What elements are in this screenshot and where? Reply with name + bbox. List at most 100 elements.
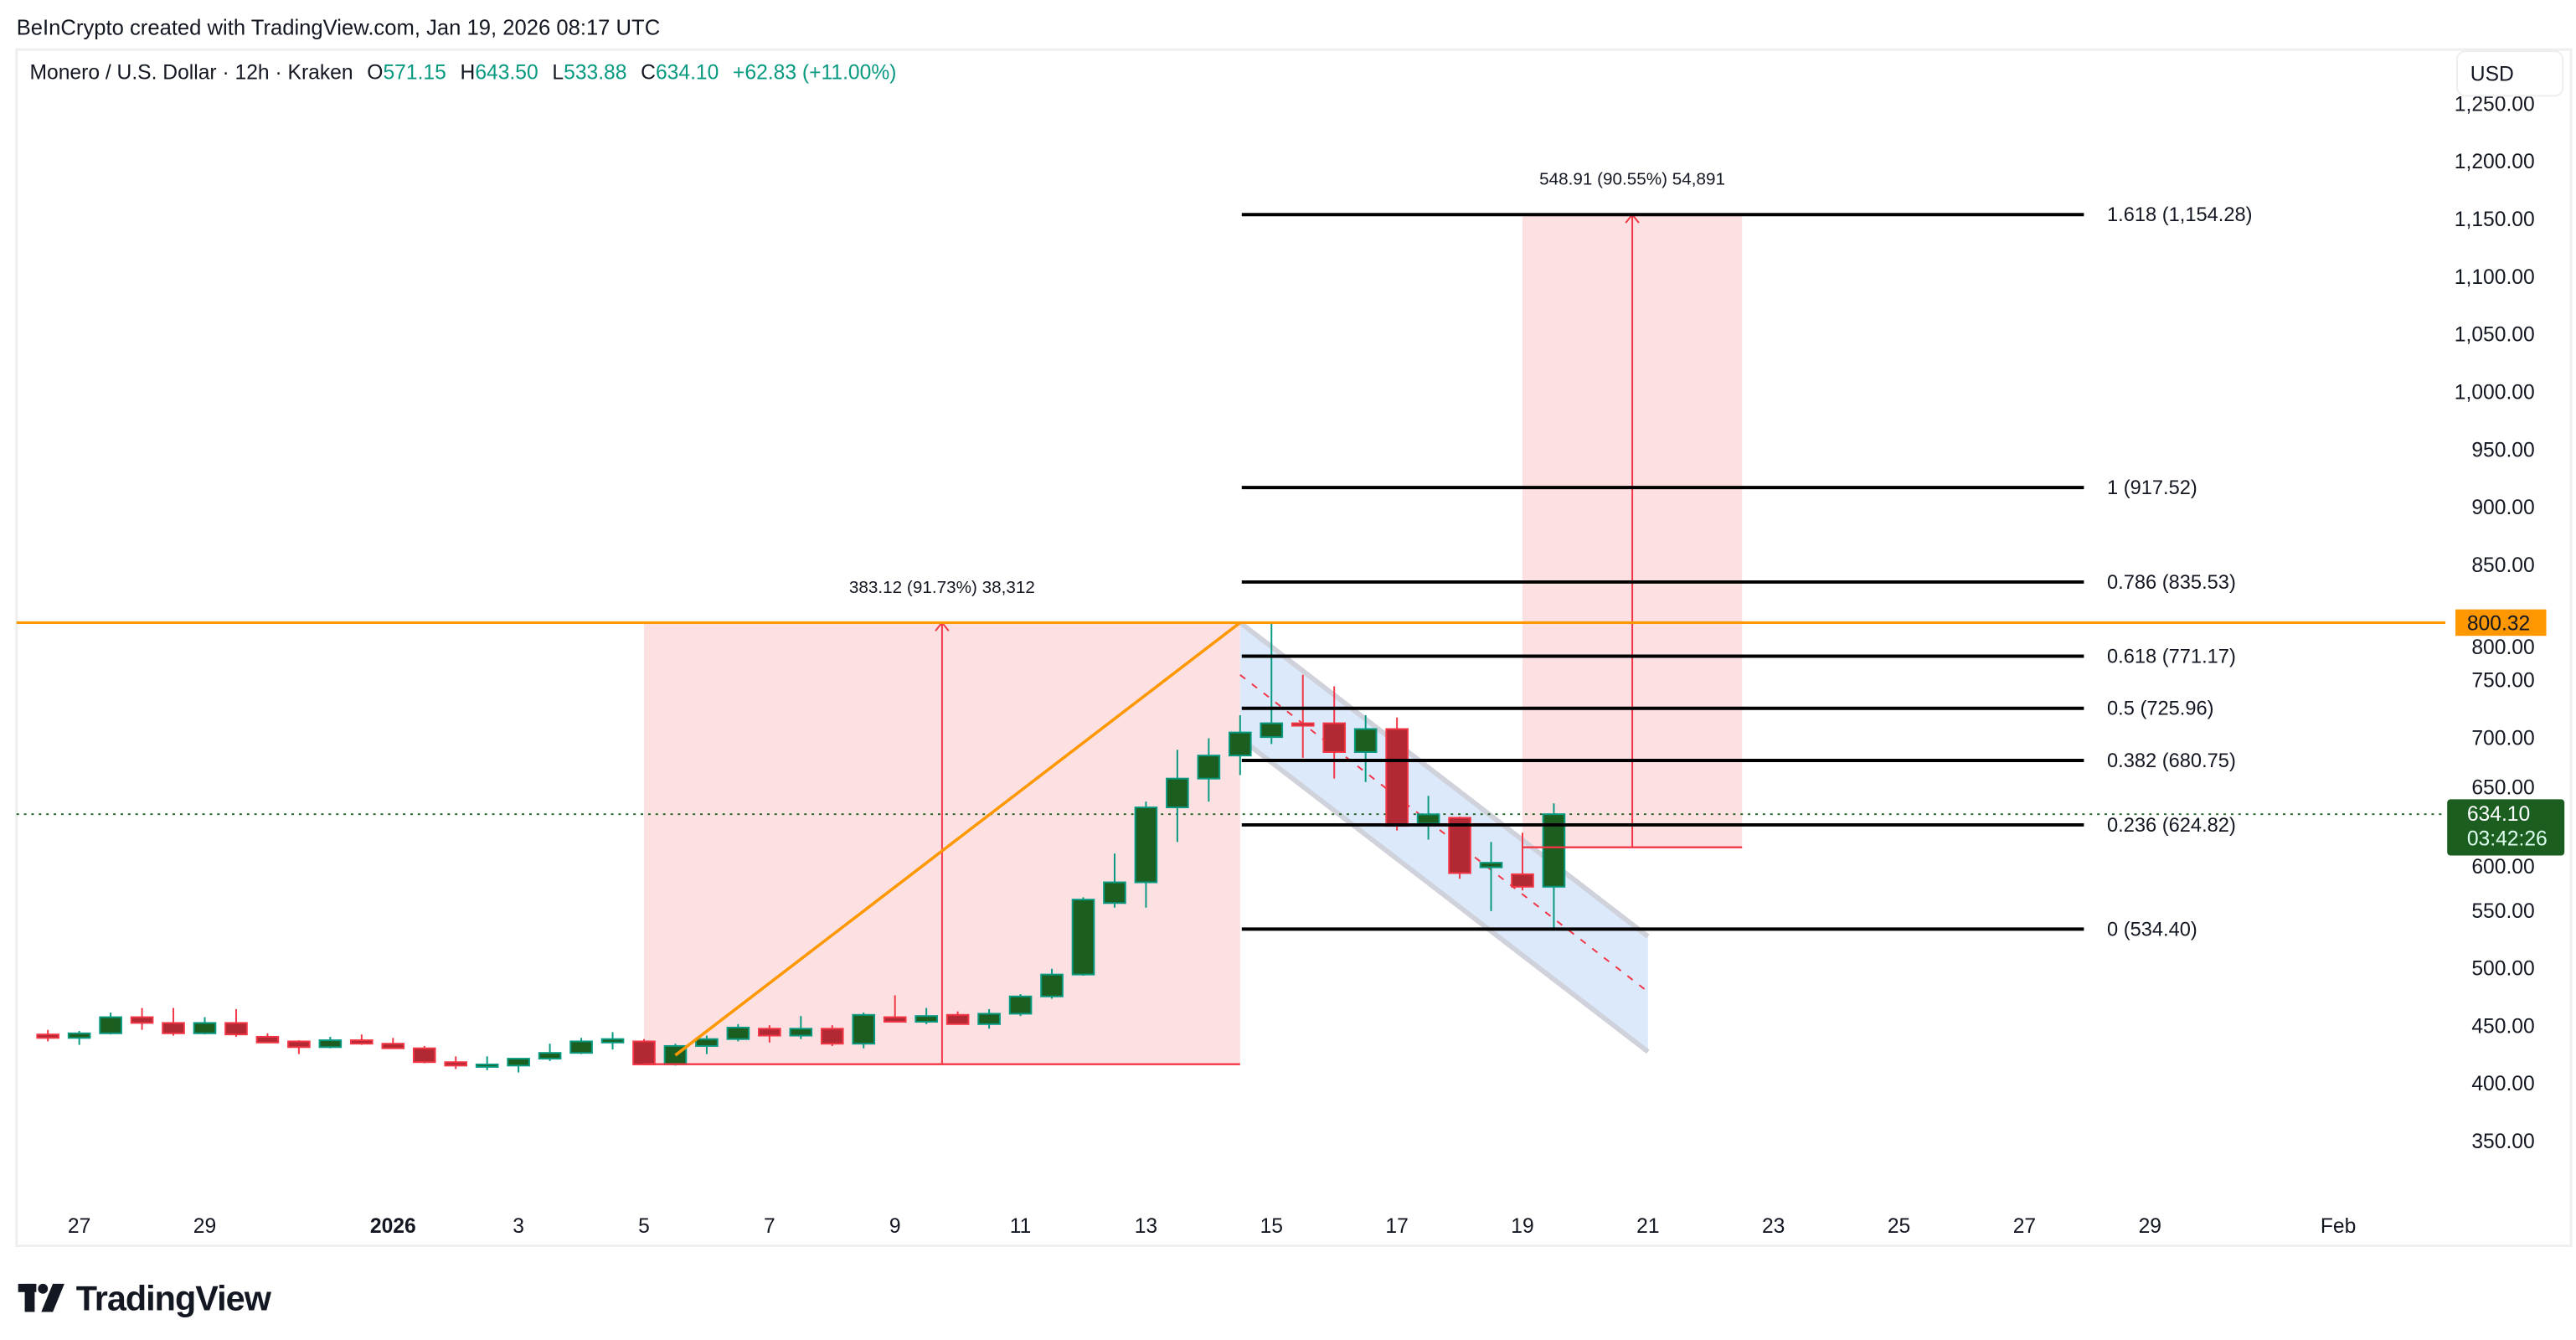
time-tick: 27 [2013,1215,2036,1238]
price-tick: 500.00 [2471,958,2534,981]
open-value: 571.15 [383,62,446,85]
time-tick: 2026 [370,1215,416,1238]
attribution: BeInCrypto created with TradingView.com,… [17,16,660,39]
candle-up [1008,994,1033,1017]
candle-body [789,1028,813,1037]
svg-text:Monero / U.S. Dollar · 12h · K: Monero / U.S. Dollar · 12h · Kraken O571… [29,62,896,85]
candle-body [569,1040,593,1054]
tradingview-logo-icon [18,1283,64,1312]
price-tick: 1,000.00 [2455,381,2535,404]
price-tick: 800.00 [2471,636,2534,659]
candle-up [977,1008,1001,1029]
candle-body [224,1022,248,1036]
candle-body [1416,813,1440,825]
price-tick: 1,200.00 [2455,151,2535,173]
fib-level-label: 1 (917.52) [2107,477,2197,499]
resistance-price-text: 800.32 [2467,612,2530,635]
candle-down [381,1038,405,1049]
bar-countdown: 03:42:26 [2467,828,2548,851]
price-tick: 850.00 [2471,554,2534,577]
channel-middle [1239,674,1649,993]
candle-down [350,1034,374,1045]
candle-body [883,1016,907,1023]
candle-up [1166,750,1189,843]
candle-body [1511,873,1534,888]
candle-body [1008,995,1033,1015]
candle-up [1134,801,1158,908]
candle-body [36,1033,59,1039]
candle-body [1479,862,1503,868]
price-tick: 650.00 [2471,776,2534,799]
candle-body [1229,731,1252,757]
candle-body [852,1013,876,1045]
candle-body [162,1022,185,1034]
candle-body [914,1015,938,1023]
candle-down [1511,832,1534,891]
price-tick: 1,150.00 [2455,209,2535,231]
symbol-legend[interactable]: Monero / U.S. Dollar · 12h · Kraken O571… [29,62,896,85]
last-price-tag [2447,799,2565,856]
fib-level-label: 0.618 (771.17) [2107,646,2236,667]
candle-up [538,1044,562,1061]
candle-up [852,1013,876,1049]
last-price-text: 634.10 [2467,803,2530,826]
candle-down [820,1025,844,1046]
candle-body [67,1032,91,1039]
candle-up [914,1008,938,1024]
time-tick: 13 [1135,1215,1157,1238]
time-tick: 3 [513,1215,524,1238]
price-tick: 600.00 [2471,856,2534,879]
time-tick: 19 [1511,1215,1533,1238]
candle-body [600,1038,625,1044]
candle-up [600,1032,625,1050]
candle-down [1322,686,1347,779]
candle-down [1448,817,1471,879]
candle-body [632,1040,656,1065]
candle-body [507,1058,530,1067]
candle-body [1071,899,1095,976]
candle-body [350,1039,374,1045]
time-tick: 21 [1636,1215,1659,1238]
candle-body [945,1013,970,1025]
price-tick: 550.00 [2471,900,2534,923]
time-tick: 29 [193,1215,216,1238]
candle-body [695,1038,719,1047]
candle-body [287,1040,311,1049]
candle-body [1166,777,1189,809]
candle-down [758,1025,781,1043]
time-axis[interactable]: 27 29 2026 3 5 7 9 11 13 15 17 19 21 23 25 27 29 Feb [68,1215,2356,1238]
tradingview-logo[interactable]: TradingView [18,1279,273,1317]
candle-up [726,1023,750,1042]
fib-level-label: 0.786 (835.53) [2107,572,2236,594]
candle-up [67,1031,91,1045]
candle-body [130,1016,154,1024]
price-tick: 900.00 [2471,497,2534,519]
currency-label: USD [2470,64,2514,86]
change-value: +62.83 (+11.00%) [733,62,896,85]
chart-frame [15,48,2573,1248]
candle-body [1353,728,1378,753]
candle-down [162,1008,185,1036]
candle-up [1197,738,1221,802]
candle-up [1071,897,1095,976]
time-tick: 9 [889,1215,901,1238]
candle-down [945,1011,970,1025]
candle-up [1260,622,1284,745]
candle-down [287,1040,311,1054]
candle-body [1385,728,1409,827]
candle-up [569,1038,593,1054]
candle-body [1134,807,1158,884]
price-tick: 1,250.00 [2455,93,2535,116]
candle-up [1040,968,1064,999]
currency-button[interactable]: USD [2456,50,2564,97]
candle-up [789,1016,813,1039]
measure-label: 383.12 (91.73%) 38,312 [849,578,1035,597]
price-tick: 1,050.00 [2455,324,2535,347]
time-tick: 23 [1762,1215,1785,1238]
close-value: 634.10 [656,62,719,85]
candle-body [726,1026,750,1040]
fib-level-label: 0.236 (624.82) [2107,815,2236,837]
measure-label: 548.91 (90.55%) 54,891 [1539,170,1725,189]
